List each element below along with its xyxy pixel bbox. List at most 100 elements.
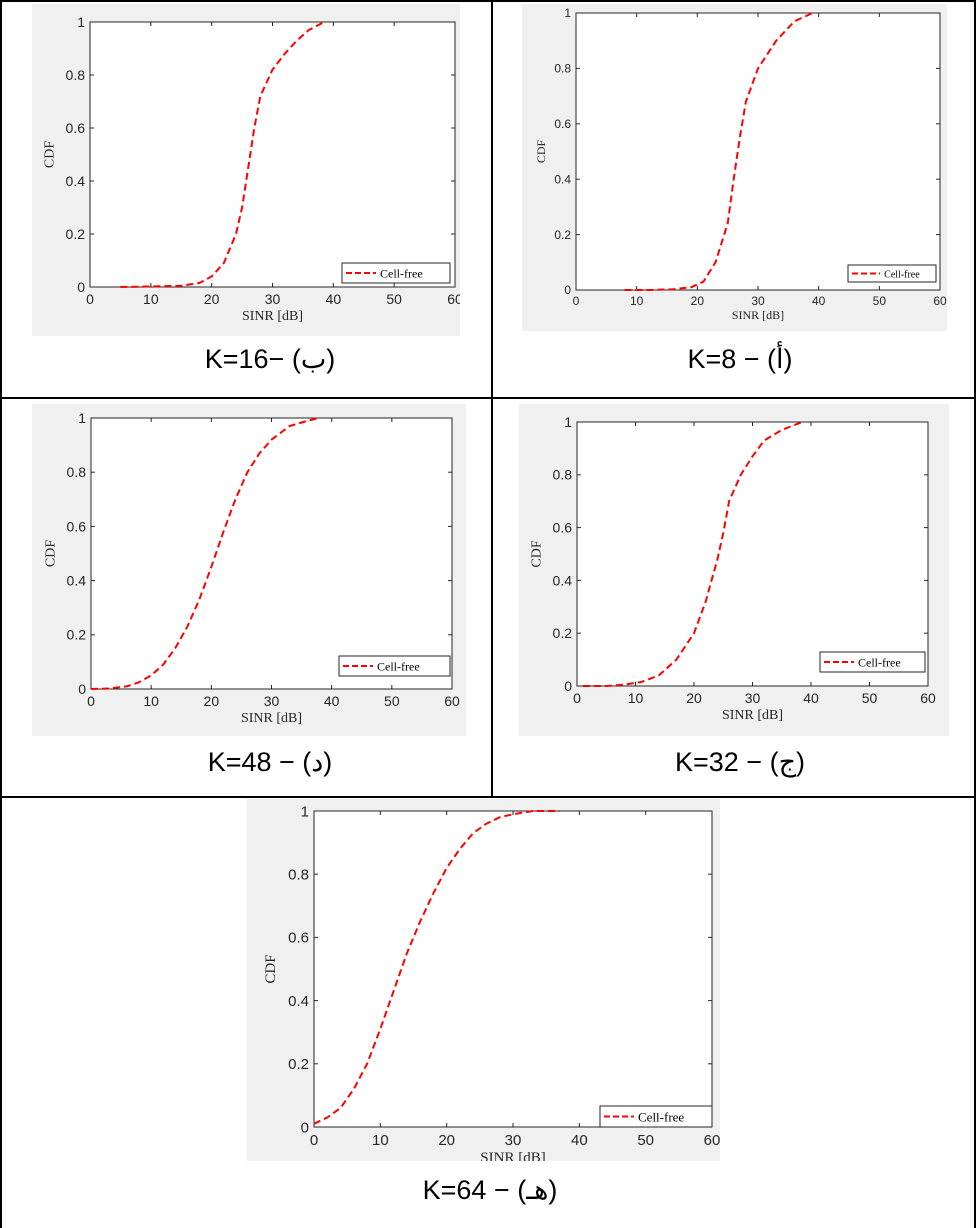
x-axis-label: SINR [dB] xyxy=(480,1150,545,1161)
x-axis-label: SINR [dB] xyxy=(242,309,303,324)
x-tick-label: 60 xyxy=(704,1132,720,1149)
x-tick-label: 30 xyxy=(505,1132,522,1149)
x-tick-label: 50 xyxy=(386,291,402,307)
y-tick-label: 0.2 xyxy=(553,625,573,641)
x-tick-label: 30 xyxy=(745,690,761,706)
x-tick-label: 50 xyxy=(384,693,400,709)
plot-area xyxy=(90,417,453,690)
y-tick-label: 0.6 xyxy=(67,518,87,534)
y-axis-label: CDF xyxy=(263,954,279,983)
caption-k8: K=8 − (أ) xyxy=(687,344,793,374)
y-tick-label: 0.8 xyxy=(553,467,573,483)
y-axis-label: CDF xyxy=(534,140,548,164)
x-tick-label: 50 xyxy=(637,1132,654,1149)
y-tick-label: 0.4 xyxy=(67,573,87,589)
x-tick-label: 0 xyxy=(86,291,94,307)
y-tick-label: 0.2 xyxy=(288,1056,309,1073)
table-col-divider xyxy=(491,0,493,797)
y-tick-label: 0.4 xyxy=(553,572,573,588)
chart-panel-k8: 0 10 20 30 40 50 60 0 0.2 0.4 0.6 0.8 1 SINR [dB] CDF C… xyxy=(522,4,947,331)
x-tick-label: 60 xyxy=(933,294,947,308)
x-tick-label: 10 xyxy=(143,291,159,307)
table-border-right xyxy=(974,0,976,1228)
x-tick-label: 40 xyxy=(812,294,826,308)
legend-box xyxy=(338,655,451,677)
plot-area xyxy=(575,12,941,291)
y-tick-label: 0.8 xyxy=(554,62,571,76)
x-tick-label: 60 xyxy=(444,693,460,709)
y-tick-label: 0.8 xyxy=(66,67,86,83)
y-tick-label: 0.8 xyxy=(67,464,87,480)
y-tick-label: 0 xyxy=(564,283,571,297)
chart-svg: 0 10 20 30 40 50 60 0 0.2 0.4 0.6 0.8 1 SINR [dB] CDF C… xyxy=(44,410,460,726)
chart-svg: 0 10 20 30 40 50 60 0 0.2 0.4 0.6 0.8 1 SINR [dB] CDF C… xyxy=(43,14,460,324)
legend-box xyxy=(599,1105,713,1128)
y-tick-label: 1 xyxy=(564,6,571,20)
x-tick-label: 40 xyxy=(571,1132,588,1149)
y-tick-label: 0 xyxy=(78,681,86,697)
caption-k32: K=32 − (ج) xyxy=(674,747,805,777)
series-line-cell-free xyxy=(582,421,803,687)
chart-panel-k16: 0 10 20 30 40 50 60 0 0.2 0.4 0.6 0.8 1 SINR [dB] CDF C… xyxy=(32,4,460,336)
legend-box xyxy=(819,651,926,673)
table-row-divider-2 xyxy=(0,796,976,798)
x-axis-label: SINR [dB] xyxy=(241,711,302,726)
y-tick-label: 0.6 xyxy=(288,930,309,947)
legend-box xyxy=(341,262,451,284)
x-axis-label: SINR [dB] xyxy=(722,708,783,723)
legend-label: Cell-free xyxy=(638,1109,684,1124)
y-axis-label: CDF xyxy=(44,540,59,567)
table-row-divider-1 xyxy=(0,397,976,399)
x-axis-label: SINR [dB] xyxy=(732,308,784,322)
x-tick-label: 0 xyxy=(87,693,95,709)
y-tick-label: 1 xyxy=(564,414,572,430)
legend-label: Cell-free xyxy=(858,655,901,669)
x-tick-label: 10 xyxy=(630,294,644,308)
y-tick-label: 0 xyxy=(301,1119,309,1136)
series-line-cell-free xyxy=(90,417,320,690)
x-tick-label: 20 xyxy=(691,294,705,308)
y-tick-label: 1 xyxy=(78,410,86,426)
chart-svg: 0 10 20 30 40 50 60 0 0.2 0.4 0.6 0.8 1 SINR [dB] CDF C… xyxy=(263,803,720,1161)
x-tick-label: 40 xyxy=(803,690,819,706)
x-tick-label: 20 xyxy=(438,1132,455,1149)
x-tick-label: 50 xyxy=(873,294,887,308)
legend-label: Cell-free xyxy=(380,266,423,280)
y-tick-label: 0.6 xyxy=(553,520,573,536)
series-line-cell-free xyxy=(313,810,560,1125)
y-tick-label: 0.8 xyxy=(288,866,309,883)
x-tick-label: 60 xyxy=(447,291,460,307)
chart-svg: 0 10 20 30 40 50 60 0 0.2 0.4 0.6 0.8 1 SINR [dB] CDF C… xyxy=(530,414,936,723)
table-border-left xyxy=(0,0,2,1228)
x-tick-label: 0 xyxy=(573,690,581,706)
chart-svg: 0 10 20 30 40 50 60 0 0.2 0.4 0.6 0.8 1 SINR [dB] CDF C… xyxy=(534,6,947,322)
x-tick-label: 0 xyxy=(573,294,580,308)
x-tick-label: 0 xyxy=(310,1132,318,1149)
x-tick-label: 20 xyxy=(204,693,220,709)
x-tick-label: 30 xyxy=(265,291,281,307)
x-tick-label: 20 xyxy=(686,690,702,706)
chart-panel-k32: 0 10 20 30 40 50 60 0 0.2 0.4 0.6 0.8 1 SINR [dB] CDF C… xyxy=(519,404,949,736)
legend-box xyxy=(847,264,937,283)
y-tick-label: 1 xyxy=(77,14,85,30)
series-line-cell-free xyxy=(624,12,814,291)
y-tick-label: 1 xyxy=(301,803,309,820)
x-tick-label: 20 xyxy=(204,291,220,307)
x-tick-label: 30 xyxy=(264,693,280,709)
x-tick-label: 30 xyxy=(751,294,765,308)
chart-panel-k64: 0 10 20 30 40 50 60 0 0.2 0.4 0.6 0.8 1 SINR [dB] CDF C… xyxy=(247,799,720,1161)
legend-label: Cell-free xyxy=(377,659,420,673)
plot-area xyxy=(576,421,929,687)
series-line-cell-free xyxy=(120,21,325,288)
chart-panel-k48: 0 10 20 30 40 50 60 0 0.2 0.4 0.6 0.8 1 SINR [dB] CDF C… xyxy=(32,404,466,736)
caption-k16: K=16− (ب) xyxy=(204,344,336,374)
x-tick-label: 50 xyxy=(862,690,878,706)
caption-k48: K=48 − (د) xyxy=(207,747,333,777)
y-tick-label: 0.2 xyxy=(66,226,86,242)
x-tick-label: 40 xyxy=(326,291,342,307)
x-tick-label: 40 xyxy=(324,693,340,709)
y-tick-label: 0 xyxy=(77,279,85,295)
y-tick-label: 0.6 xyxy=(554,117,571,131)
table-border-top xyxy=(0,0,976,2)
y-axis-label: CDF xyxy=(530,540,545,567)
